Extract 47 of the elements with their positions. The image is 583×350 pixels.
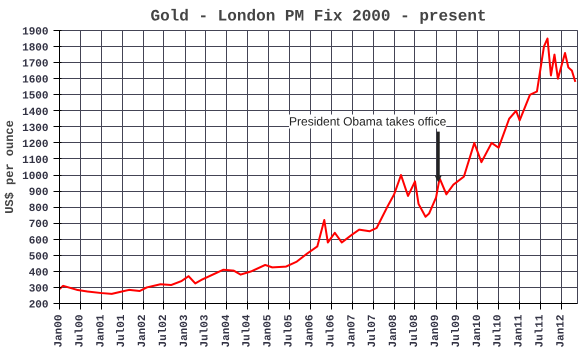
y-tick-label: 1700: [22, 58, 48, 71]
x-tick-label: Jan08: [388, 314, 400, 348]
x-tick-label: Jan02: [137, 314, 150, 348]
y-tick-label: 1600: [22, 74, 48, 87]
x-tick-label: Jan10: [472, 314, 484, 348]
x-tick-label: Jan09: [430, 314, 442, 348]
y-tick-label: 1100: [22, 154, 48, 167]
annotation: President Obama takes office: [289, 114, 447, 128]
x-tick-label: Jul02: [158, 314, 170, 348]
x-tick-label: Jul08: [408, 314, 421, 348]
x-tick-label: Jul06: [325, 314, 338, 348]
y-tick-label: 200: [28, 300, 49, 312]
y-tick-label: 1500: [22, 90, 48, 103]
x-tick-label: Jan06: [304, 314, 317, 348]
y-tick-label: 1400: [22, 106, 48, 119]
x-tick-label: Jan07: [346, 314, 358, 348]
x-tick-label: Jan01: [95, 314, 108, 348]
x-tick-label: Jan05: [262, 314, 275, 348]
x-tick-label: Jul05: [283, 314, 296, 348]
x-tick-label: Jul09: [450, 314, 463, 348]
x-tick-label: Jan00: [54, 314, 66, 348]
y-tick-label: 1800: [22, 42, 48, 55]
x-tick-label: Jul10: [492, 314, 505, 348]
line-series: [60, 38, 576, 295]
x-tick-label: Jul00: [74, 314, 86, 348]
y-tick-label: 800: [28, 203, 49, 216]
y-tick-label: 700: [28, 219, 49, 232]
x-tick-label: Jul07: [367, 314, 380, 348]
y-tick-label: 500: [28, 251, 49, 264]
y-tick-label: 600: [28, 235, 49, 248]
x-tick-label: Jul01: [116, 314, 128, 348]
x-tick-label: Jul04: [242, 314, 254, 348]
y-tick-label: 300: [28, 283, 49, 296]
x-tick-label: Jul03: [200, 314, 212, 348]
y-tick-label: 1900: [22, 26, 48, 38]
x-tick-label: Jan03: [179, 314, 192, 348]
x-tick-label: Jan11: [514, 314, 526, 348]
chart-title: Gold - London PM Fix 2000 - present: [150, 8, 487, 26]
y-tick-label: 1200: [22, 138, 48, 151]
y-tick-label: 900: [28, 187, 49, 200]
x-tick-label: Jul11: [534, 314, 546, 348]
y-tick-label: 1000: [22, 171, 48, 184]
y-tick-label: 1300: [22, 122, 48, 135]
x-tick-label: Jan12: [555, 314, 568, 348]
y-axis-title: US$ per ounce: [3, 120, 18, 214]
x-tick-label: Jan04: [220, 314, 233, 348]
y-tick-label: 400: [28, 267, 49, 280]
